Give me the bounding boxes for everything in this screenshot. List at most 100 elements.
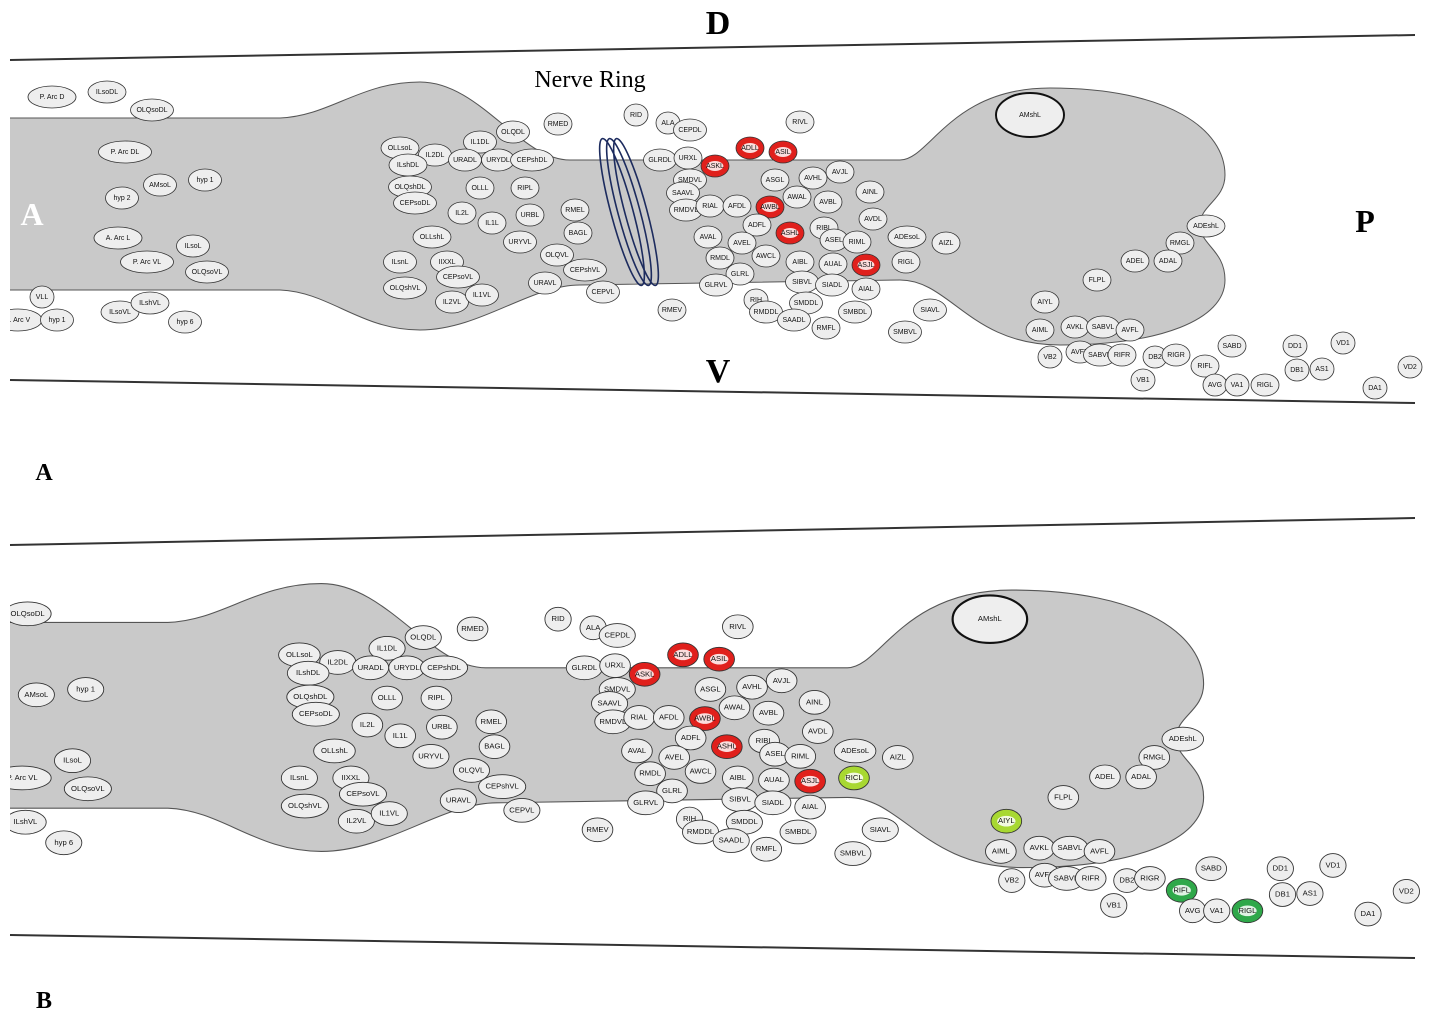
neuron-label: OLLshL <box>321 746 348 755</box>
neuron-label: P. Arc D <box>40 94 65 101</box>
neuron-label: URYVL <box>418 751 443 760</box>
neuron-label: SAADL <box>783 317 806 324</box>
neuron-label: SABVL <box>1092 324 1115 331</box>
neuron-label: P. Arc VL <box>7 773 38 782</box>
neuron-label: VA1 <box>1231 382 1244 389</box>
panel-letter: A <box>35 460 53 486</box>
neuron-label: AUAL <box>764 775 784 784</box>
posterior-label: P <box>1355 203 1375 239</box>
neuron-label: ADEshL <box>1169 734 1197 743</box>
neuron-label: IL2DL <box>328 657 348 666</box>
neuron-label: ADFL <box>681 733 701 742</box>
neuron-label: AVEL <box>665 752 684 761</box>
neuron-label: AINL <box>806 697 823 706</box>
neuron-label: AWAL <box>724 703 745 712</box>
neuron-label: ILsnL <box>391 259 408 266</box>
neuron-label: VB1 <box>1106 900 1120 909</box>
neuron-label: AFDL <box>728 203 746 210</box>
neuron-label: RMDVL <box>599 717 626 726</box>
neuron-label: ASHL <box>717 742 737 751</box>
neuron-label: RIFL <box>1173 885 1190 894</box>
neuron-label: CEPsoDL <box>299 709 333 718</box>
neuron-label: IL1VL <box>379 809 399 818</box>
neuron-label: OLQshVL <box>288 801 322 810</box>
neuron-label: AMshL <box>978 614 1002 623</box>
neuron-label: AIZL <box>939 240 954 247</box>
neuron-label: AVG <box>1185 906 1201 915</box>
neuron-label: RID <box>630 112 642 119</box>
neuron-label: AS1 <box>1315 366 1328 373</box>
neuron-label: AWBL <box>694 714 715 723</box>
neuron-label: AIYL <box>1037 299 1052 306</box>
neuron-label: BAGL <box>484 742 504 751</box>
neuron-label: P. Arc VL <box>133 259 161 266</box>
neuron-label: IL1L <box>393 731 408 740</box>
neuron-label: ALA <box>661 120 675 127</box>
neuron-label: ASKL <box>706 163 724 170</box>
neuron-label: ILsoVL <box>109 309 131 316</box>
neuron-label: RIML <box>791 751 809 760</box>
neuron-label: DA1 <box>1368 385 1382 392</box>
neuron-label: VA1 <box>1210 906 1224 915</box>
neuron-label: AIBL <box>792 259 807 266</box>
neuron-label: ILsoL <box>184 243 201 250</box>
neuron-label: AWBL <box>760 204 780 211</box>
neuron-label: AVDL <box>864 216 882 223</box>
neuron-label: ILsoL <box>63 756 82 765</box>
neuron-label: RIGR <box>1140 873 1160 882</box>
neuron-label: SIBVL <box>729 795 751 804</box>
neuron-label: ILshDL <box>296 668 320 677</box>
neuron-label: CEPsoVL <box>443 274 473 281</box>
neuron-label: ASJL <box>801 776 819 785</box>
panel-content: OLQsoDLAMsoLhyp 1P. Arc VLILsoLOLQsoVLIL… <box>0 584 1420 926</box>
neuron-label: RIPL <box>517 185 533 192</box>
neuron-label: CEPshDL <box>517 157 548 164</box>
neuron-label: RMDVL <box>674 207 699 214</box>
neuron-label: RMEL <box>481 717 502 726</box>
neuron-label: DB2 <box>1119 876 1134 885</box>
neuron-label: AVHL <box>804 175 822 182</box>
neuron-label: GLRL <box>731 271 749 278</box>
neuron-label: VB2 <box>1005 876 1019 885</box>
neuron-label: ADEshL <box>1193 223 1219 230</box>
neuron-label: SMDDL <box>731 817 758 826</box>
neuron-label: AINL <box>862 189 878 196</box>
neuron-label: P. Arc V <box>6 317 31 324</box>
neuron-label: RIFL <box>1197 363 1212 370</box>
neuron-label: DD1 <box>1288 343 1302 350</box>
neuron-label: VB2 <box>1043 354 1056 361</box>
ventral-label: V <box>706 353 731 390</box>
neuron-label: DB1 <box>1290 367 1304 374</box>
figure: P. Arc DILsoDLOLQsoDLP. Arc DLAMsoLhyp 1… <box>0 0 1437 1014</box>
neuron-label: IL1DL <box>377 643 397 652</box>
neuron-label: RIGL <box>1257 382 1273 389</box>
neuron-label: SABVL <box>1058 843 1083 852</box>
neuron-label: RMEV <box>586 825 609 834</box>
neuron-label: AVG <box>1208 382 1222 389</box>
neuron-label: CEPDL <box>678 127 701 134</box>
neuron-label: URADL <box>358 663 384 672</box>
neuron-label: RMEV <box>662 307 683 314</box>
neuron-label: GLRVL <box>705 282 728 289</box>
neuron-label: IIXXL <box>438 259 455 266</box>
neuron-label: RIGL <box>898 259 914 266</box>
neuron-label: ADEsoL <box>894 234 920 241</box>
panel-content: P. Arc DILsoDLOLQsoDLP. Arc DLAMsoLhyp 1… <box>0 81 1422 399</box>
neuron-label: URXL <box>605 661 625 670</box>
neuron-label: CEPsoDL <box>400 200 431 207</box>
neuron-label: RMEL <box>565 207 585 214</box>
neuron-label: OLLsoL <box>388 145 413 152</box>
neuron-label: ASIL <box>711 654 728 663</box>
neuron-label: URAVL <box>534 280 557 287</box>
neuron-label: AVJL <box>773 676 791 685</box>
neuron-label: ADFL <box>748 222 766 229</box>
neuron-label: SIBVL <box>792 279 812 286</box>
neuron-label: SMBDL <box>785 827 811 836</box>
neuron-label: URBL <box>432 722 452 731</box>
neuron-label: FLPL <box>1089 277 1106 284</box>
neuron-label: SAAVL <box>597 698 621 707</box>
neuron-label: ASIL <box>775 149 790 156</box>
neuron-label: CEPshDL <box>427 663 461 672</box>
neuron-label: GLRL <box>662 786 682 795</box>
neuron-label: CEPshVL <box>486 782 519 791</box>
